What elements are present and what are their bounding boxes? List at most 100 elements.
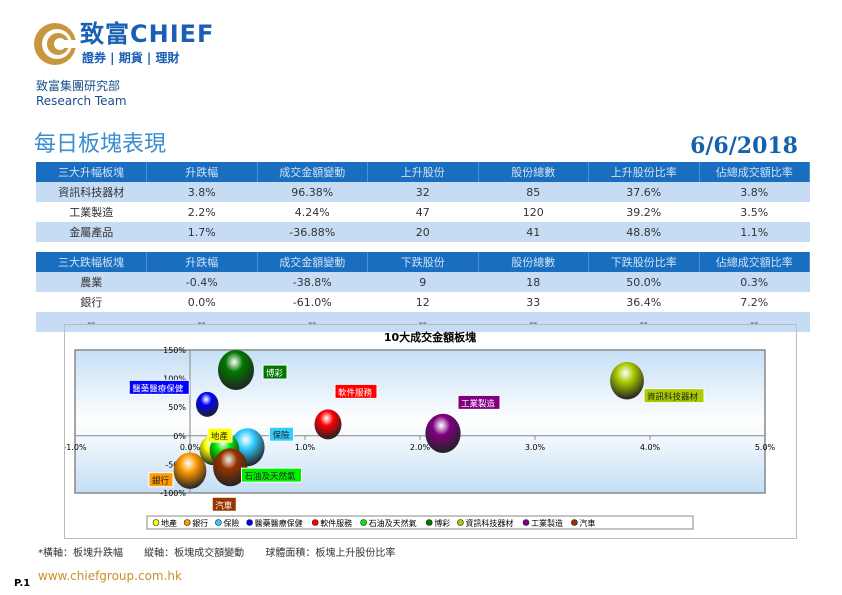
- table-cell: 48.8%: [588, 222, 699, 242]
- table-cell: 85: [478, 182, 589, 202]
- table-cell: --: [257, 312, 368, 332]
- bubble-醫藥醫療保健: [196, 391, 219, 417]
- data-label: 軟件服務: [338, 387, 373, 398]
- y-tick-label: 150%: [163, 346, 186, 355]
- column-header: 股份總數: [478, 252, 589, 272]
- data-label: 地產: [211, 431, 229, 442]
- bubble-軟件服務: [314, 409, 342, 440]
- table-cell: 33: [526, 295, 541, 309]
- legend-marker: [183, 519, 191, 526]
- data-label-box: [262, 364, 288, 380]
- column-header: 成交金額變動: [257, 252, 368, 272]
- table-cell: 18: [478, 272, 589, 292]
- report-date: 6/6/2018: [690, 133, 798, 159]
- legend-marker: [246, 519, 253, 526]
- table-cell: -36.88%: [257, 222, 368, 242]
- losers-table: 三大跌幅板塊 升跌幅 成交金額變動 下跌股份 股份總數 下跌股份比率 佔總成交額比率 農業 -0…: [36, 252, 810, 332]
- legend-label: 銀行: [192, 518, 208, 528]
- table-row: 銀行 0.0% -61.0% 12 33 36.4% 7.2%: [36, 292, 810, 312]
- legend-marker: [360, 519, 367, 526]
- column-header: 佔總成交額比率: [699, 162, 810, 182]
- data-label: 工業製造: [461, 398, 496, 409]
- table-cell: --: [478, 312, 589, 332]
- x-tick-label: 3.0%: [525, 443, 546, 452]
- data-label: 保險: [273, 430, 291, 441]
- table-cell: 120: [522, 205, 544, 219]
- dept-en: Research Team: [36, 94, 127, 108]
- page-title: 每日板塊表現: [34, 132, 167, 157]
- data-label: 汽車: [215, 500, 233, 511]
- data-label-box: [241, 467, 302, 483]
- dept-cn: 致富集團研究部: [36, 79, 121, 93]
- table-cell: 37.6%: [588, 182, 699, 202]
- legend-label: 工業製造: [531, 518, 563, 528]
- legend-label: 博彩: [434, 518, 450, 528]
- logo-icon: [34, 23, 77, 65]
- table-cell: 1.7%: [146, 222, 257, 242]
- table-cell: --: [699, 312, 810, 332]
- bubble-博彩: [218, 350, 254, 391]
- x-tick-label: -1.0%: [65, 443, 87, 452]
- data-label-box: [211, 496, 237, 512]
- legend-marker: [457, 519, 464, 526]
- gainers-table: 三大升幅板塊 升跌幅 成交金額變動 上升股份 股份總數 上升股份比率 佔總成交額比率 資訊科技…: [36, 162, 810, 242]
- column-header: 股份總數: [478, 162, 589, 182]
- table-cell: 1.1%: [699, 222, 810, 242]
- brand-subtitle: 證券 | 期貨 | 理財: [82, 51, 180, 65]
- data-label-box: [269, 426, 294, 442]
- data-label-box: [334, 383, 378, 399]
- table-cell: 資訊科技器材: [36, 182, 147, 202]
- table-cell: 0.0%: [187, 295, 216, 309]
- table-cell: -61.0%: [292, 295, 332, 309]
- y-tick-label: 50%: [168, 403, 186, 412]
- bubble-工業製造: [425, 413, 461, 453]
- table-cell: 2.2%: [187, 205, 216, 219]
- column-header: 三大升幅板塊: [36, 162, 147, 182]
- column-header: 三大跌幅板塊: [36, 252, 147, 272]
- table-cell: 9: [367, 272, 478, 292]
- footnote: *橫軸：板塊升跌幅 縱軸：板塊成交額變動 球體面積：板塊上升股份比率: [38, 548, 396, 559]
- legend-marker: [311, 519, 319, 526]
- bubble-銀行: [173, 452, 207, 489]
- table-cell: 4.24%: [294, 205, 330, 219]
- column-header: 下跌股份比率: [588, 252, 700, 272]
- legend-label: 軟件服務: [320, 518, 352, 528]
- legend-marker: [425, 519, 433, 526]
- column-header: 升跌幅: [146, 252, 258, 272]
- website-link[interactable]: www.chiefgroup.com.hk: [38, 569, 182, 583]
- table-cell: 20: [367, 222, 478, 242]
- legend-label: 資訊科技器材: [465, 518, 513, 528]
- column-header: 升跌幅: [146, 162, 258, 182]
- table-cell: 47: [415, 205, 430, 219]
- table-cell: 金屬產品: [36, 222, 147, 242]
- chart-title: 10大成交金額板塊: [384, 330, 476, 344]
- table-cell: 12: [415, 295, 430, 309]
- table-cell: --: [36, 312, 147, 332]
- legend-marker: [522, 519, 530, 526]
- legend-label: 汽車: [579, 518, 595, 528]
- table-cell: 3.5%: [740, 205, 769, 219]
- department: 致富集團研究部 Research Team: [36, 79, 127, 109]
- table-cell: 7.2%: [740, 295, 769, 309]
- y-tick-label: -100%: [160, 489, 186, 498]
- table-cell: 50.0%: [588, 272, 699, 292]
- table-cell: -38.8%: [257, 272, 368, 292]
- legend-box: [146, 515, 694, 530]
- table-cell: 96.38%: [257, 182, 368, 202]
- table-row: 資訊科技器材 3.8% 96.38% 32 85 37.6% 3.8%: [36, 182, 810, 202]
- bubble-chart: 10大成交金額板塊 -1.0% 0.0% 1.0% 2.0% 3.0% 4.0% 5.0% 15…: [63, 324, 797, 539]
- x-tick-label: 0.0%: [180, 443, 201, 452]
- table-row: -- -- -- -- -- -- --: [36, 312, 810, 332]
- legend-label: 石油及天然氣: [369, 518, 417, 528]
- table-cell: 0.3%: [699, 272, 810, 292]
- table-cell: 32: [367, 182, 478, 202]
- legend-label: 醫藥醫療保健: [255, 518, 303, 528]
- data-label-box: [457, 394, 501, 410]
- x-tick-label: 1.0%: [295, 443, 316, 452]
- data-label: 資訊科技器材: [647, 392, 699, 403]
- column-header: 成交金額變動: [257, 162, 368, 182]
- table-cell: 工業製造: [69, 206, 114, 219]
- y-tick-label: 0%: [173, 432, 186, 441]
- bubble-資訊科技器材: [610, 361, 644, 400]
- column-header: 上升股份比率: [588, 162, 700, 182]
